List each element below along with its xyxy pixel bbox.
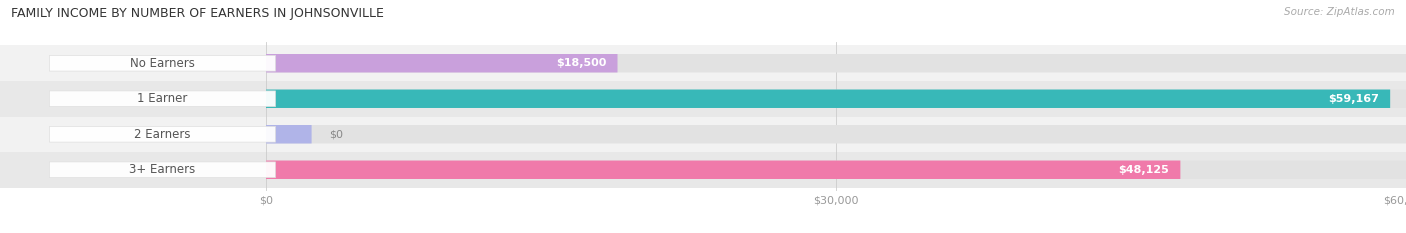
Text: $48,125: $48,125 [1118,165,1168,175]
FancyBboxPatch shape [266,54,1406,72]
Text: 1 Earner: 1 Earner [138,92,187,105]
FancyBboxPatch shape [49,162,276,178]
Text: FAMILY INCOME BY NUMBER OF EARNERS IN JOHNSONVILLE: FAMILY INCOME BY NUMBER OF EARNERS IN JO… [11,7,384,20]
Text: No Earners: No Earners [129,57,195,70]
FancyBboxPatch shape [266,161,1406,179]
FancyBboxPatch shape [49,91,276,106]
FancyBboxPatch shape [266,54,617,72]
FancyBboxPatch shape [0,45,1406,81]
Text: 2 Earners: 2 Earners [134,128,191,141]
Text: $59,167: $59,167 [1327,94,1379,104]
Text: Source: ZipAtlas.com: Source: ZipAtlas.com [1284,7,1395,17]
FancyBboxPatch shape [266,89,1406,108]
FancyBboxPatch shape [0,116,1406,152]
FancyBboxPatch shape [266,125,312,144]
Text: $18,500: $18,500 [555,58,606,68]
FancyBboxPatch shape [266,89,1391,108]
FancyBboxPatch shape [0,152,1406,188]
Text: 3+ Earners: 3+ Earners [129,163,195,176]
FancyBboxPatch shape [49,127,276,142]
FancyBboxPatch shape [0,81,1406,116]
FancyBboxPatch shape [266,125,1406,144]
Text: $0: $0 [329,129,343,139]
FancyBboxPatch shape [266,161,1181,179]
FancyBboxPatch shape [49,55,276,71]
